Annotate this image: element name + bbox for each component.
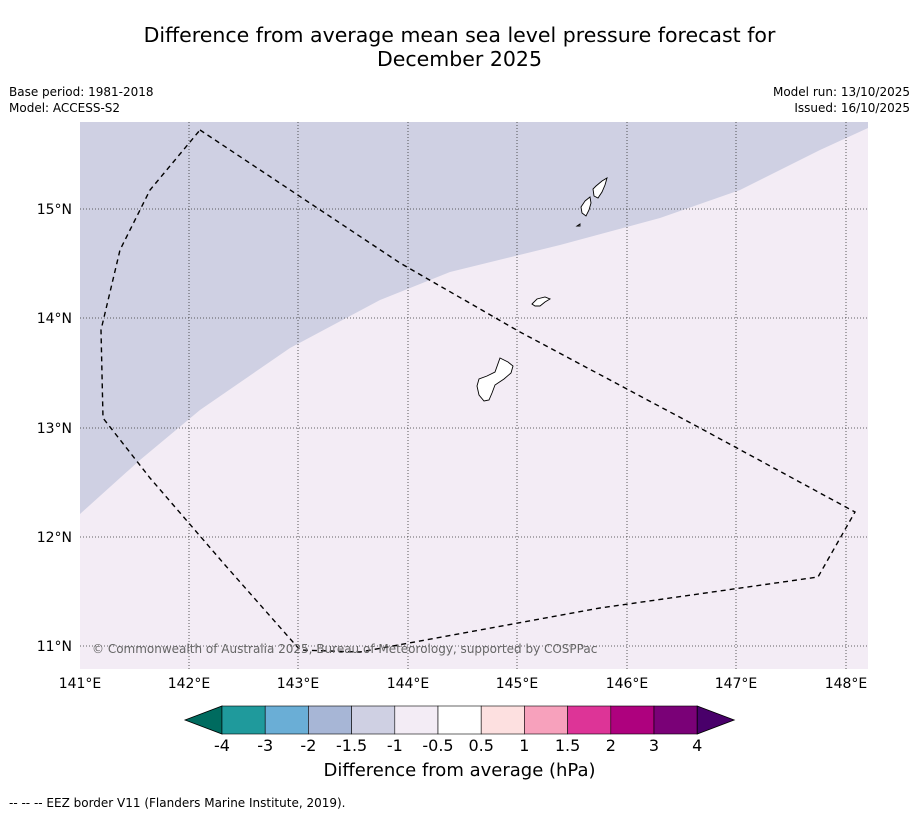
colorbar-tick-label: -4 [214,736,230,755]
island-guam [476,357,514,402]
below-average-region [80,122,868,514]
island-tinian [580,196,592,217]
chart-title-line2: December 2025 [377,47,542,71]
lat-label-15n: 15°N [37,202,72,218]
colorbar-extend-high [696,705,736,735]
colorbar-tick-label: -1.5 [336,736,367,755]
colorbar-segment [394,705,439,735]
lat-label-12n: 12°N [37,530,72,546]
graticule [80,122,868,669]
map-area: © Commonwealth of Australia 2025, Bureau… [80,122,868,669]
colorbar-tick-label: -0.5 [422,736,453,755]
lon-label-148e: 148°E [825,676,868,692]
lon-axis-labels: 141°E 142°E 143°E 144°E 145°E 146°E 147°… [59,676,868,692]
map-copyright: © Commonwealth of Australia 2025, Bureau… [92,642,597,656]
colorbar-tick-label: 1.5 [555,736,580,755]
colorbar-segment [524,705,568,735]
colorbar-tick-label: -3 [257,736,273,755]
colorbar-tick-label: 1 [519,736,529,755]
colorbar: -4 -3 -2 -1.5 -1 -0.5 0.5 1 1.5 2 3 4 [183,705,736,755]
eez-border [100,129,856,653]
lon-label-144e: 144°E [387,676,430,692]
colorbar-segment [437,705,482,735]
lat-label-14n: 14°N [37,311,72,327]
colorbar-segment [653,705,698,735]
colorbar-tick-label: 0.5 [468,736,493,755]
eez-footnote: -- -- -- EEZ border V11 (Flanders Marine… [9,796,346,810]
lat-axis-labels: 15°N 14°N 13°N 12°N 11°N [37,202,72,655]
colorbar-tick-label: 4 [692,736,702,755]
model-run: Model run: 13/10/2025 [772,85,910,99]
lat-label-13n: 13°N [37,421,72,437]
model-name: Model: ACCESS-S2 [9,101,121,115]
colorbar-tick-label: -1 [387,736,403,755]
lon-label-145e: 145°E [496,676,539,692]
colorbar-segment [351,705,396,735]
island-aguijan [575,223,581,227]
colorbar-extend-low [183,705,223,735]
colorbar-segment [308,705,352,735]
lon-label-146e: 146°E [606,676,649,692]
base-period: Base period: 1981-2018 [9,85,154,99]
colorbar-segment [264,705,309,735]
islands [476,177,608,402]
colorbar-tick-label: 2 [606,736,616,755]
lon-label-143e: 143°E [277,676,320,692]
issued-date: Issued: 16/10/2025 [794,101,910,115]
island-saipan [592,177,608,199]
colorbar-segment [610,705,655,735]
lon-label-142e: 142°E [168,676,211,692]
lat-label-11n: 11°N [37,639,72,655]
colorbar-tick-label: -2 [300,736,316,755]
colorbar-segment [567,705,612,735]
colorbar-segment [221,705,266,735]
island-rota [531,296,552,307]
chart-title-line1: Difference from average mean sea level p… [143,23,776,47]
lon-label-147e: 147°E [715,676,758,692]
colorbar-segment [480,705,525,735]
colorbar-tick-label: 3 [649,736,659,755]
colorbar-title: Difference from average (hPa) [323,760,596,781]
lon-label-141e: 141°E [59,676,102,692]
